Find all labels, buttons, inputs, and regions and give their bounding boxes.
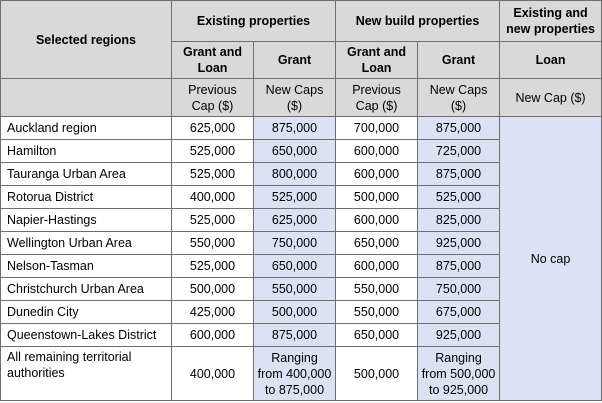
newbuild-previous-cap: 650,000 <box>335 231 419 255</box>
table-row: Auckland region 625,000 875,000 700,000 … <box>0 116 602 401</box>
region-name: Queenstown-Lakes District <box>0 323 172 347</box>
subheader-new-caps-existing: New Caps ($) <box>252 78 337 117</box>
header-loan: Loan <box>499 41 602 79</box>
subheader-previous-cap-new: Previous Cap ($) <box>335 78 419 117</box>
newbuild-new-cap: 875,000 <box>417 116 501 140</box>
table-row: All remaining territorial authorities 40… <box>0 346 602 401</box>
header-selected-regions: Selected regions <box>0 0 172 79</box>
existing-previous-cap: 425,000 <box>171 300 254 324</box>
subheader-previous-cap-existing: Previous Cap ($) <box>171 78 254 117</box>
newbuild-new-cap: 725,000 <box>417 139 501 163</box>
region-name: Tauranga Urban Area <box>0 162 172 186</box>
subheader-blank <box>0 78 172 117</box>
existing-new-cap: 875,000 <box>252 116 337 140</box>
header-grant-and-loan-new: Grant and Loan <box>335 41 419 79</box>
existing-new-cap: 525,000 <box>252 185 337 209</box>
region-name: Auckland region <box>0 116 172 140</box>
existing-new-cap: 800,000 <box>252 162 337 186</box>
existing-new-cap: Ranging from 400,000 to 875,000 <box>252 346 337 401</box>
table-row: Tauranga Urban Area 525,000 800,000 600,… <box>0 162 602 186</box>
header-grant-existing: Grant <box>252 41 337 79</box>
header-grant-and-loan-existing: Grant and Loan <box>171 41 254 79</box>
newbuild-new-cap: 525,000 <box>417 185 501 209</box>
existing-previous-cap: 550,000 <box>171 231 254 255</box>
newbuild-previous-cap: 600,000 <box>335 162 419 186</box>
region-name: All remaining territorial authorities <box>0 346 172 401</box>
region-name: Napier-Hastings <box>0 208 172 232</box>
header-grant-new: Grant <box>417 41 501 79</box>
table-row: Nelson-Tasman 525,000 650,000 600,000 87… <box>0 254 602 278</box>
newbuild-previous-cap: 600,000 <box>335 254 419 278</box>
table-row: Hamilton 525,000 650,000 600,000 725,000 <box>0 139 602 163</box>
newbuild-previous-cap: 600,000 <box>335 208 419 232</box>
existing-new-cap: 550,000 <box>252 277 337 301</box>
newbuild-new-cap: 750,000 <box>417 277 501 301</box>
newbuild-new-cap: 825,000 <box>417 208 501 232</box>
newbuild-new-cap: 925,000 <box>417 323 501 347</box>
existing-new-cap: 625,000 <box>252 208 337 232</box>
existing-previous-cap: 400,000 <box>171 346 254 401</box>
newbuild-new-cap: Ranging from 500,000 to 925,000 <box>417 346 501 401</box>
subheader-new-caps-new: New Caps ($) <box>417 78 501 117</box>
subheader-new-cap-loan: New Cap ($) <box>499 78 602 117</box>
newbuild-previous-cap: 650,000 <box>335 323 419 347</box>
existing-previous-cap: 625,000 <box>171 116 254 140</box>
newbuild-new-cap: 875,000 <box>417 162 501 186</box>
existing-new-cap: 750,000 <box>252 231 337 255</box>
existing-new-cap: 500,000 <box>252 300 337 324</box>
table-row: Queenstown-Lakes District 600,000 875,00… <box>0 323 602 347</box>
existing-new-cap: 650,000 <box>252 139 337 163</box>
region-name: Christchurch Urban Area <box>0 277 172 301</box>
existing-previous-cap: 400,000 <box>171 185 254 209</box>
existing-previous-cap: 600,000 <box>171 323 254 347</box>
existing-previous-cap: 525,000 <box>171 162 254 186</box>
newbuild-new-cap: 675,000 <box>417 300 501 324</box>
region-name: Dunedin City <box>0 300 172 324</box>
existing-previous-cap: 525,000 <box>171 254 254 278</box>
region-name: Rotorua District <box>0 185 172 209</box>
newbuild-new-cap: 925,000 <box>417 231 501 255</box>
newbuild-new-cap: 875,000 <box>417 254 501 278</box>
existing-previous-cap: 525,000 <box>171 139 254 163</box>
header-existing-and-new: Existing and new properties <box>499 0 602 42</box>
newbuild-previous-cap: 500,000 <box>335 346 419 401</box>
header-existing-properties: Existing properties <box>170 0 337 42</box>
table-row: Napier-Hastings 525,000 625,000 600,000 … <box>0 208 602 232</box>
newbuild-previous-cap: 700,000 <box>335 116 419 140</box>
region-name: Nelson-Tasman <box>0 254 172 278</box>
existing-previous-cap: 525,000 <box>171 208 254 232</box>
newbuild-previous-cap: 500,000 <box>335 185 419 209</box>
region-name: Hamilton <box>0 139 172 163</box>
header-new-build-properties: New build properties <box>335 0 501 42</box>
newbuild-previous-cap: 550,000 <box>335 277 419 301</box>
newbuild-previous-cap: 550,000 <box>335 300 419 324</box>
existing-new-cap: 875,000 <box>252 323 337 347</box>
newbuild-previous-cap: 600,000 <box>335 139 419 163</box>
region-name: Wellington Urban Area <box>0 231 172 255</box>
existing-new-cap: 650,000 <box>252 254 337 278</box>
existing-previous-cap: 500,000 <box>171 277 254 301</box>
loan-no-cap: No cap <box>499 116 602 401</box>
